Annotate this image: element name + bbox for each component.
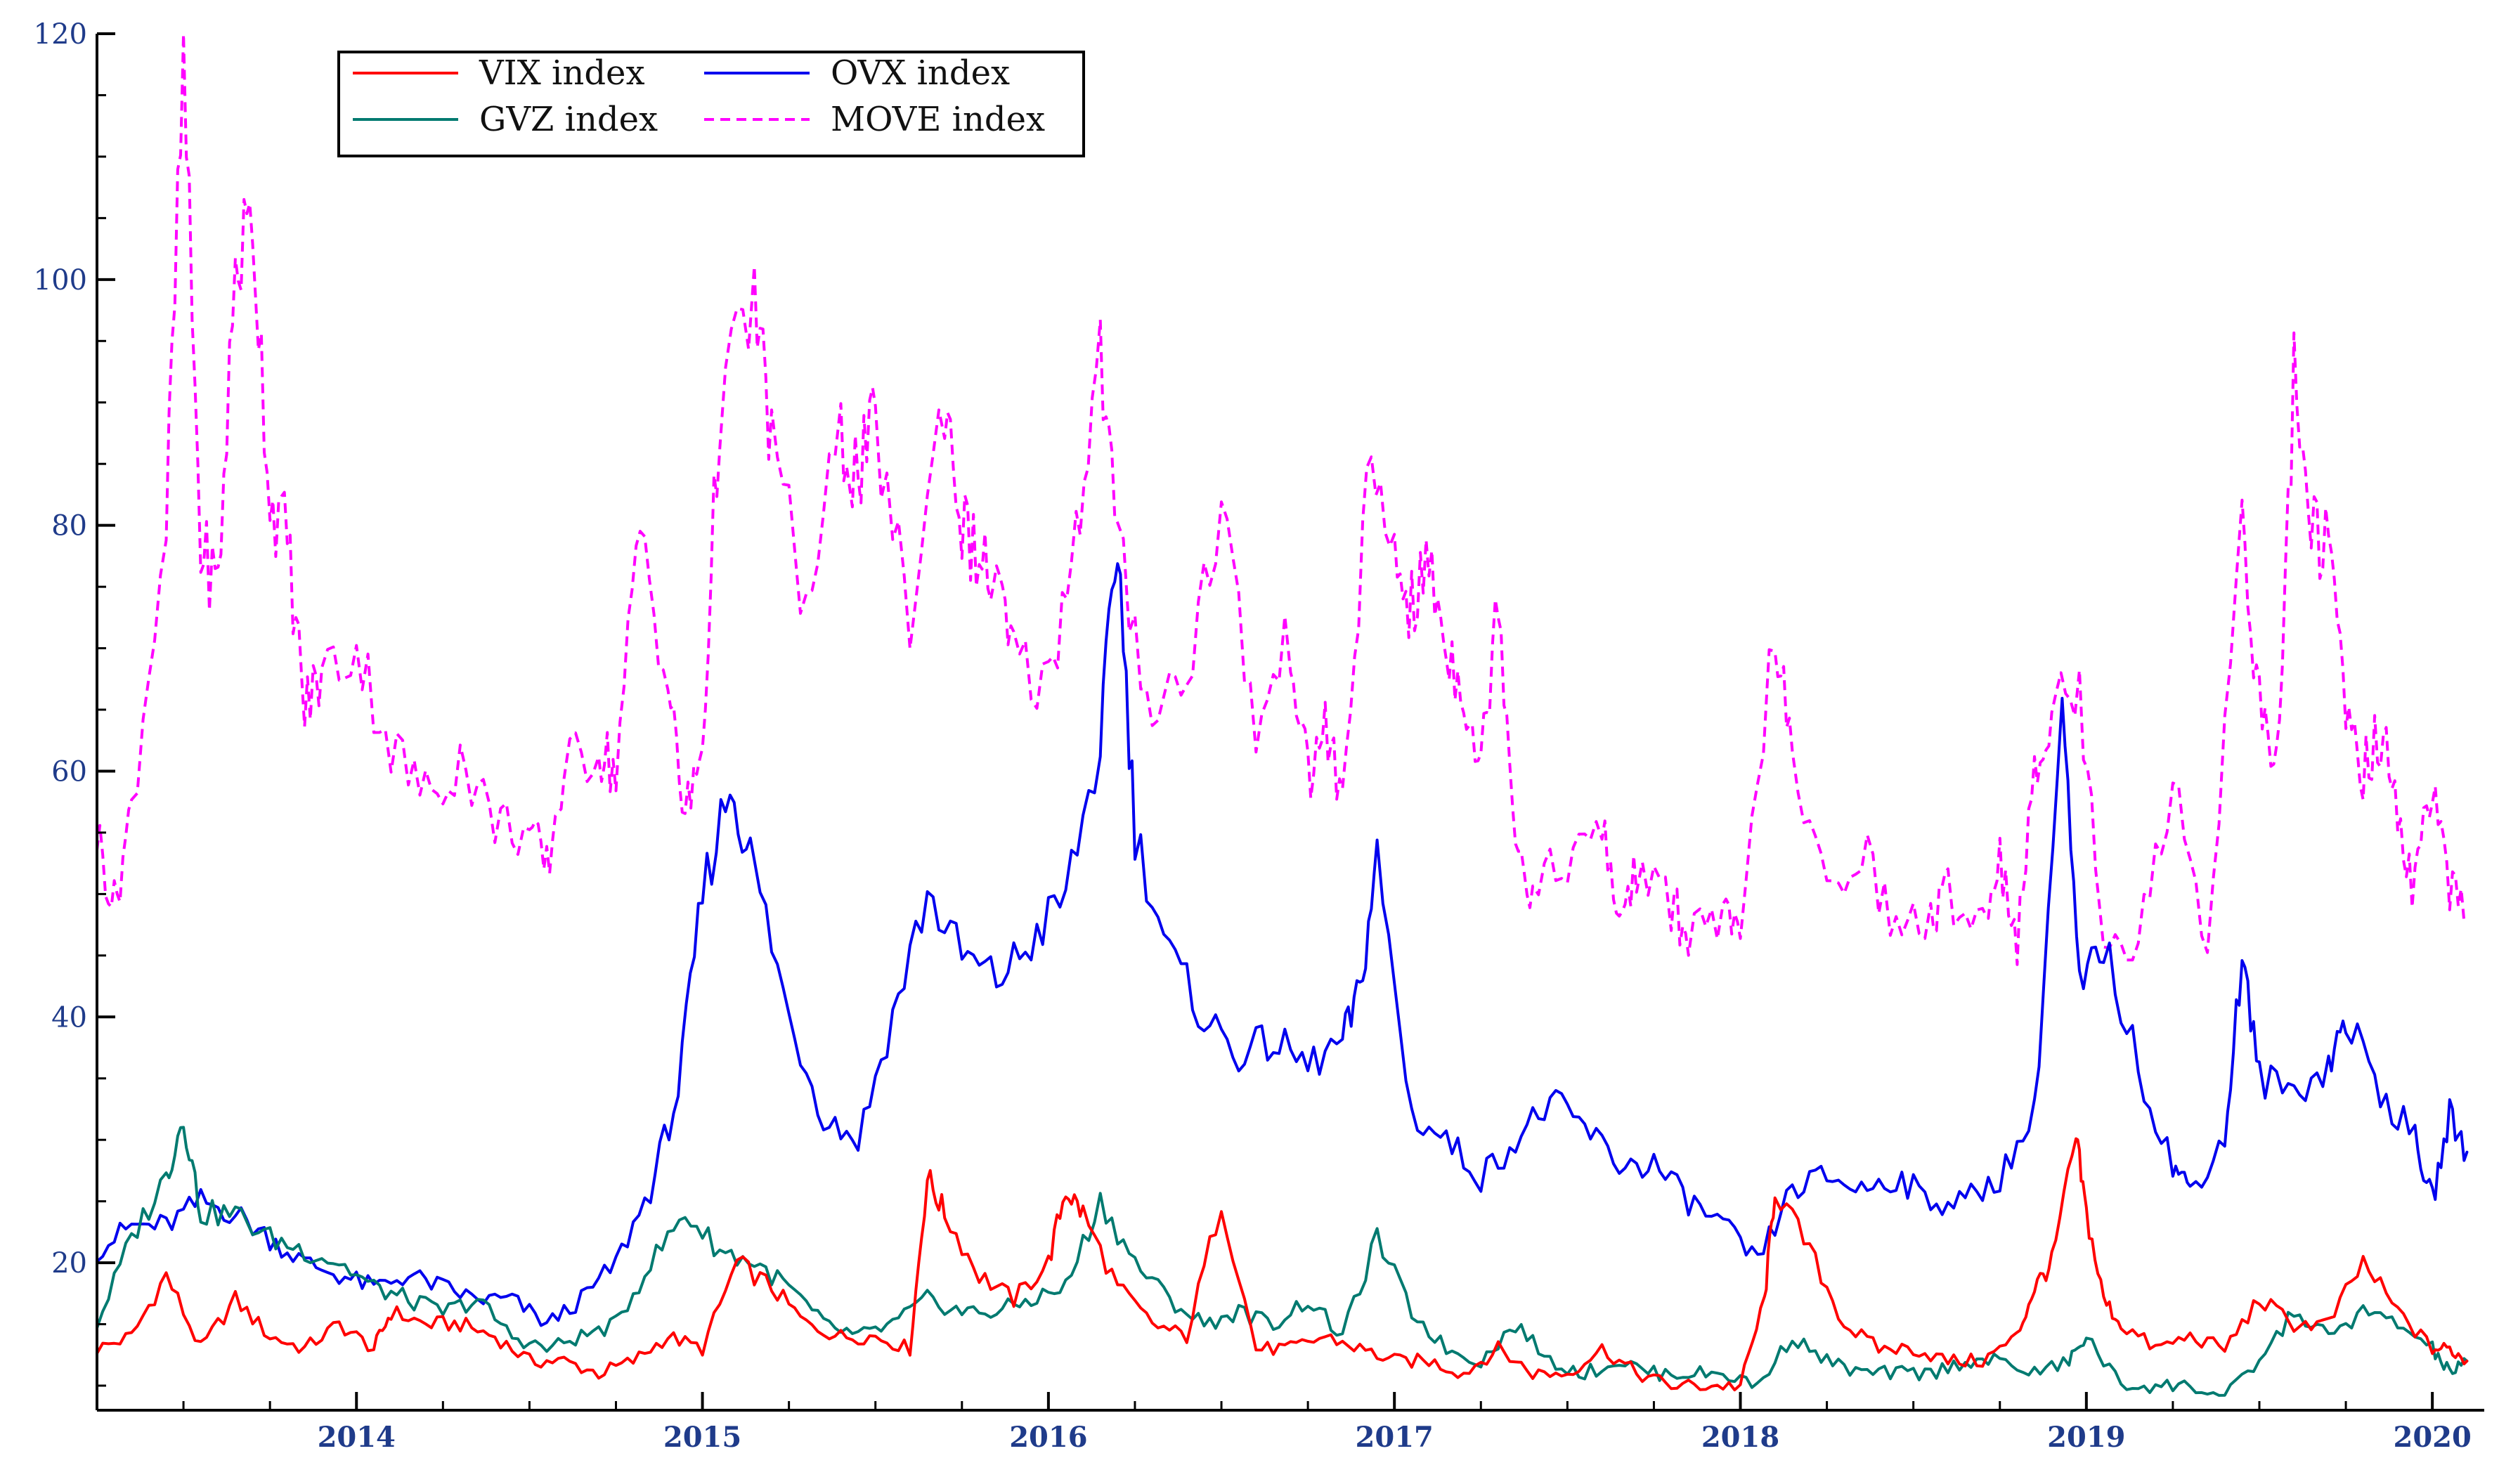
y-tick-label-40: 40 (51, 1001, 87, 1034)
legend: VIX index OVX index GVZ index MOVE index (337, 51, 1085, 157)
x-tick-label-2019: 2019 (2047, 1421, 2125, 1454)
x-tick-label-2020: 2020 (2393, 1421, 2471, 1454)
y-tick-label-60: 60 (51, 755, 87, 788)
x-tick-label-2014: 2014 (318, 1421, 396, 1454)
y-tick-label-80: 80 (51, 510, 87, 542)
x-tick-label-2018: 2018 (1701, 1421, 1779, 1454)
y-tick-label-100: 100 (34, 264, 87, 297)
legend-label-move-index: MOVE index (831, 100, 1045, 139)
x-tick-label-2015: 2015 (663, 1421, 741, 1454)
axes-layer: 20 40 60 80 100 120 2014 2015 2016 2017 2018 2019 20… (34, 18, 2484, 1454)
series-line-gvz-index (96, 1126, 2469, 1397)
y-tick-label-120: 120 (34, 18, 87, 51)
series-line-ovx-index (96, 562, 2469, 1327)
y-tick-label-20: 20 (51, 1247, 87, 1280)
x-tick-label-2016: 2016 (1009, 1421, 1087, 1454)
series-line-move-index (96, 32, 2468, 966)
legend-label-gvz-index: GVZ index (479, 100, 658, 139)
series-layer (96, 32, 2469, 1397)
legend-label-vix-index: VIX index (479, 53, 645, 93)
x-tick-label-2017: 2017 (1356, 1421, 1434, 1454)
legend-label-ovx-index: OVX index (831, 53, 1010, 93)
legend-box (337, 51, 1085, 157)
series-line-vix-index (96, 1137, 2469, 1392)
